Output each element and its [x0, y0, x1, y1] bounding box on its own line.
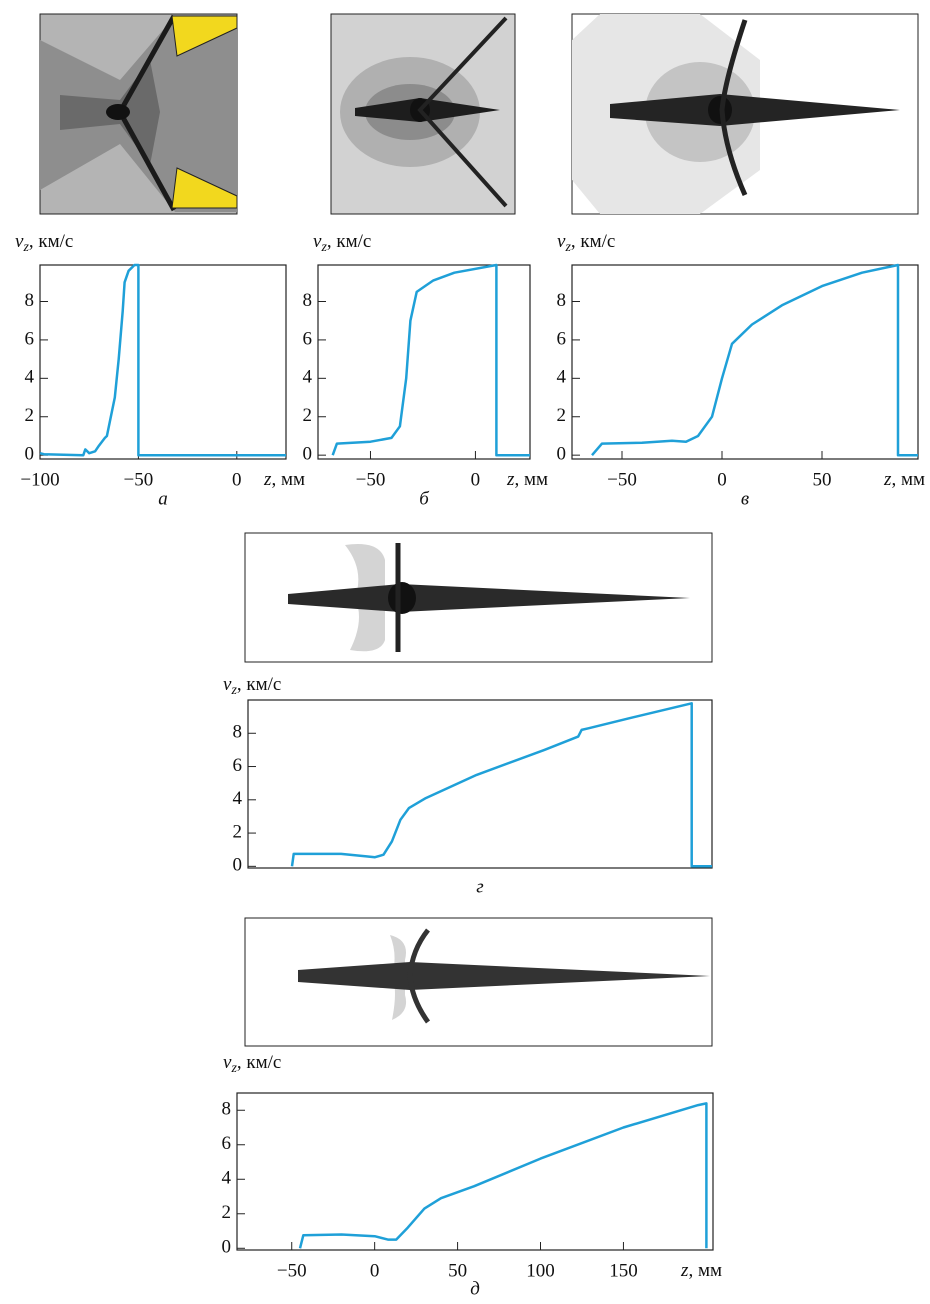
y-label-var: v	[313, 231, 322, 252]
y-tick-label: 2	[25, 405, 35, 426]
x-label-rest: , мм	[271, 469, 305, 490]
x-tick-label: 0	[717, 469, 727, 490]
x-tick-label: 50	[448, 1260, 467, 1281]
y-tick-label: 6	[557, 328, 567, 349]
x-axis-label: z, мм	[506, 469, 548, 490]
y-tick-label: 8	[222, 1099, 232, 1120]
plot-frame	[236, 1092, 714, 1251]
y-tick-label: 0	[222, 1237, 232, 1258]
data-line	[39, 263, 286, 457]
plot-frame	[317, 264, 531, 460]
y-tick-label: 8	[25, 290, 35, 311]
x-label-var: z	[680, 1260, 689, 1281]
data-line	[298, 1102, 708, 1249]
x-label-rest: , мм	[688, 1260, 722, 1281]
x-tick-label: 150	[609, 1260, 638, 1281]
x-label-rest: , мм	[891, 469, 925, 490]
x-tick-label: 0	[370, 1260, 380, 1281]
y-label-var: v	[223, 674, 232, 695]
y-tick-label: 2	[233, 821, 243, 842]
simulation-image	[39, 13, 238, 215]
plot-frame	[247, 699, 713, 869]
x-tick-label: −50	[124, 469, 154, 490]
y-tick-label: 4	[25, 367, 35, 388]
x-axis-label: z, мм	[263, 469, 305, 490]
x-tick-label: 0	[232, 469, 242, 490]
plot-frame	[39, 264, 287, 460]
x-tick-label: 100	[526, 1260, 555, 1281]
data-line	[591, 263, 918, 457]
y-label-var: v	[15, 231, 24, 252]
y-label-sub: z	[564, 240, 571, 255]
caption: б	[419, 488, 430, 509]
y-axis-label: vz, км/с	[313, 231, 371, 255]
y-tick-label: 0	[25, 444, 35, 465]
simulation-image	[244, 532, 713, 663]
y-tick-label: 6	[233, 755, 243, 776]
y-tick-label: 6	[25, 328, 35, 349]
y-tick-label: 6	[303, 328, 313, 349]
y-label-var: v	[223, 1052, 232, 1073]
y-tick-label: 0	[303, 444, 313, 465]
x-tick-label: −50	[277, 1260, 307, 1281]
simulation-image	[571, 13, 919, 215]
x-tick-label: 50	[813, 469, 832, 490]
y-axis-label: vz, км/с	[223, 1052, 281, 1076]
y-tick-label: 6	[222, 1133, 232, 1154]
y-tick-label: 4	[222, 1168, 232, 1189]
y-label-sub: z	[230, 683, 237, 698]
y-label-rest: , км/с	[327, 231, 371, 252]
caption: в	[741, 488, 749, 509]
y-label-rest: , км/с	[237, 674, 281, 695]
caption: г	[476, 876, 483, 897]
y-label-sub: z	[230, 1061, 237, 1076]
y-label-rest: , км/с	[237, 1052, 281, 1073]
x-label-rest: , мм	[514, 469, 548, 490]
y-tick-label: 2	[303, 405, 313, 426]
simulation-image	[244, 917, 713, 1047]
data-line	[331, 263, 530, 457]
y-tick-label: 0	[557, 444, 567, 465]
y-axis-label: vz, км/с	[557, 231, 615, 255]
y-tick-label: 2	[222, 1202, 232, 1223]
y-tick-label: 4	[303, 367, 313, 388]
x-tick-label: −50	[607, 469, 637, 490]
x-tick-label: 0	[471, 469, 481, 490]
y-tick-label: 8	[303, 290, 313, 311]
y-axis-label: vz, км/с	[223, 674, 281, 698]
x-label-var: z	[506, 469, 515, 490]
y-tick-label: 2	[557, 405, 567, 426]
caption: д	[470, 1278, 480, 1299]
y-tick-label: 8	[233, 722, 243, 743]
x-tick-label: −50	[356, 469, 386, 490]
y-tick-label: 4	[557, 367, 567, 388]
y-label-rest: , км/с	[571, 231, 615, 252]
y-label-rest: , км/с	[29, 231, 73, 252]
y-axis-label: vz, км/с	[15, 231, 73, 255]
caption: а	[158, 488, 168, 509]
y-tick-label: 8	[557, 290, 567, 311]
x-label-var: z	[883, 469, 892, 490]
plot-frame	[571, 264, 919, 460]
data-line	[290, 702, 712, 868]
y-label-sub: z	[320, 240, 327, 255]
x-axis-label: z, мм	[883, 469, 925, 490]
y-tick-label: 4	[233, 788, 243, 809]
y-label-var: v	[557, 231, 566, 252]
y-tick-label: 0	[233, 855, 243, 876]
x-tick-label: −100	[20, 469, 59, 490]
simulation-image	[330, 13, 516, 215]
y-label-sub: z	[22, 240, 29, 255]
x-axis-label: z, мм	[680, 1260, 722, 1281]
x-label-var: z	[263, 469, 272, 490]
